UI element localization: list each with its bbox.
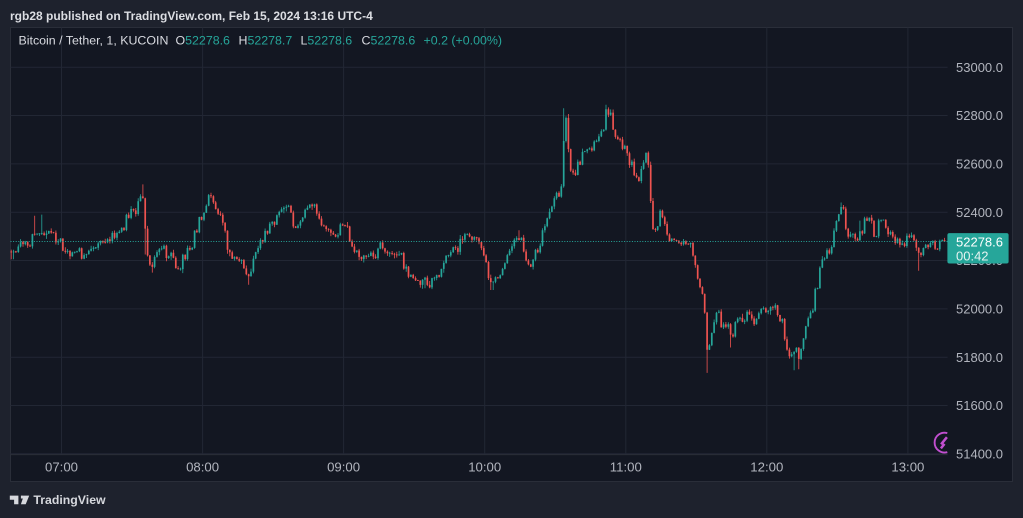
svg-text:10:00: 10:00 bbox=[468, 460, 501, 475]
svg-text:09:00: 09:00 bbox=[327, 460, 360, 475]
svg-text:O52278.6: O52278.6 bbox=[176, 34, 231, 48]
svg-text:L52278.6: L52278.6 bbox=[301, 34, 353, 48]
svg-text:13:00: 13:00 bbox=[891, 460, 924, 475]
svg-text:+0.2 (+0.00%): +0.2 (+0.00%) bbox=[424, 34, 503, 48]
svg-text:51800.0: 51800.0 bbox=[956, 350, 1003, 365]
svg-text:53000.0: 53000.0 bbox=[956, 60, 1003, 75]
svg-text:51400.0: 51400.0 bbox=[956, 446, 1003, 461]
svg-text:00:42: 00:42 bbox=[956, 248, 989, 263]
svg-text:TradingView: TradingView bbox=[33, 493, 106, 507]
svg-text:51600.0: 51600.0 bbox=[956, 398, 1003, 413]
svg-text:52400.0: 52400.0 bbox=[956, 205, 1003, 220]
svg-text:H52278.7: H52278.7 bbox=[239, 34, 293, 48]
svg-text:Bitcoin / Tether, 1, KUCOIN: Bitcoin / Tether, 1, KUCOIN bbox=[19, 34, 169, 48]
svg-text:11:00: 11:00 bbox=[610, 460, 642, 475]
svg-text:52000.0: 52000.0 bbox=[956, 302, 1003, 317]
svg-text:C52278.6: C52278.6 bbox=[362, 34, 416, 48]
svg-text:07:00: 07:00 bbox=[45, 460, 78, 475]
svg-text:08:00: 08:00 bbox=[186, 460, 219, 475]
svg-text:12:00: 12:00 bbox=[750, 460, 783, 475]
svg-text:52278.6: 52278.6 bbox=[956, 234, 1003, 249]
svg-text:52600.0: 52600.0 bbox=[956, 157, 1003, 172]
svg-text:52800.0: 52800.0 bbox=[956, 108, 1003, 123]
svg-text:rgb28 published on TradingView: rgb28 published on TradingView.com, Feb … bbox=[10, 9, 373, 23]
